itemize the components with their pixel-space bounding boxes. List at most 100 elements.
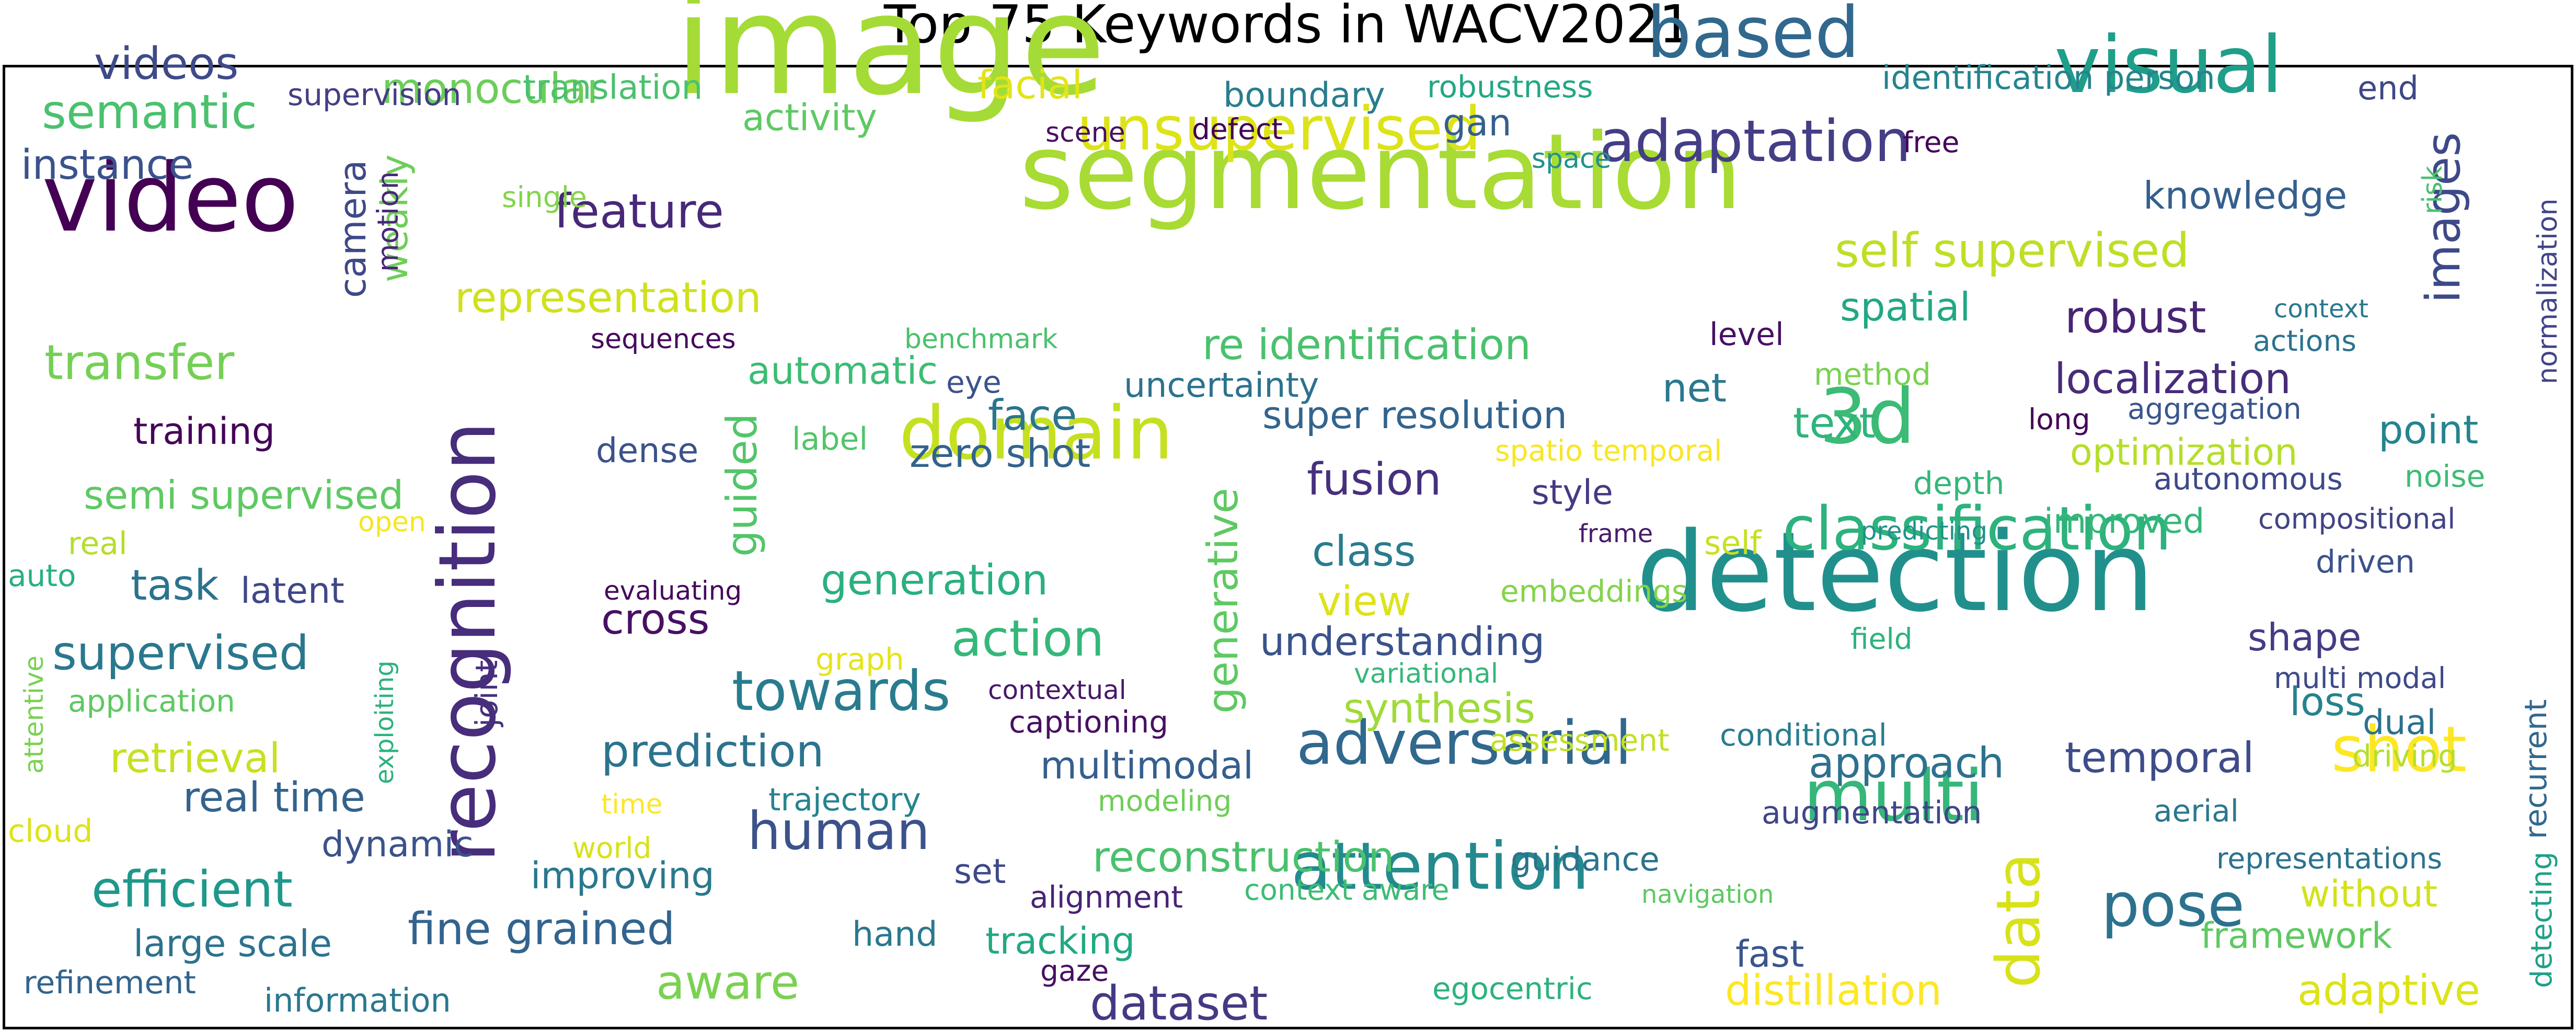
keyword-navigation: navigation bbox=[1641, 880, 1774, 909]
keyword-tracking: tracking bbox=[985, 920, 1135, 962]
keyword-videos: videos bbox=[94, 38, 239, 90]
keyword-without: without bbox=[2300, 873, 2438, 915]
keyword-risk: risk bbox=[2417, 165, 2448, 214]
keyword-pose: pose bbox=[2101, 870, 2245, 941]
keyword-trajectory: trajectory bbox=[768, 782, 921, 818]
keyword-3d: 3d bbox=[1819, 373, 1916, 461]
keyword-boundary: boundary bbox=[1223, 76, 1385, 115]
keyword-task: task bbox=[131, 561, 219, 610]
keyword-gaze: gaze bbox=[1040, 954, 1109, 988]
keyword-gan: gan bbox=[1443, 101, 1512, 144]
keyword-information: information bbox=[264, 981, 451, 1019]
keyword-activity: activity bbox=[742, 96, 878, 139]
keyword-modeling: modeling bbox=[1098, 784, 1232, 818]
keyword-improving: improving bbox=[531, 854, 715, 897]
keyword-fast: fast bbox=[1735, 933, 1804, 976]
keyword-instance: instance bbox=[21, 142, 194, 189]
keyword-detection: detection bbox=[1636, 508, 2155, 636]
keyword-assessment: assessment bbox=[1490, 723, 1670, 758]
keyword-aggregation: aggregation bbox=[2128, 392, 2302, 426]
keyword-images: images bbox=[2416, 132, 2471, 303]
keyword-label: label bbox=[792, 421, 868, 457]
keyword-real: real bbox=[68, 525, 128, 562]
keyword-hand: hand bbox=[852, 915, 938, 954]
keyword-human: human bbox=[748, 800, 930, 862]
keyword-data: data bbox=[1984, 852, 2054, 988]
keyword-recurrent: recurrent bbox=[2518, 699, 2554, 840]
keyword-temporal: temporal bbox=[2065, 733, 2255, 782]
keyword-dense: dense bbox=[596, 431, 699, 471]
keyword-method: method bbox=[1814, 357, 1931, 392]
keyword-supervision: supervision bbox=[288, 77, 462, 112]
keyword-adaptation: adaptation bbox=[1600, 108, 1911, 175]
keyword-synthesis: synthesis bbox=[1343, 685, 1536, 732]
keyword-distillation: distillation bbox=[1725, 966, 1942, 1015]
keyword-augmentation: augmentation bbox=[1762, 795, 1982, 831]
keyword-exploiting: exploiting bbox=[370, 660, 399, 784]
keyword-context-aware: context aware bbox=[1244, 873, 1450, 907]
keyword-point: point bbox=[2378, 407, 2479, 453]
keyword-dynamic: dynamic bbox=[321, 824, 474, 865]
keyword-open: open bbox=[358, 507, 426, 538]
keyword-joint: joint bbox=[469, 660, 504, 727]
keyword-noise: noise bbox=[2405, 458, 2486, 494]
keyword-representation: representation bbox=[455, 273, 762, 322]
keyword-refinement: refinement bbox=[24, 965, 196, 1001]
keyword-defect: defect bbox=[1192, 112, 1283, 146]
keyword-sequences: sequences bbox=[591, 324, 736, 355]
keyword-efficient: efficient bbox=[91, 861, 293, 919]
keyword-domain: domain bbox=[899, 391, 1174, 476]
keyword-fusion: fusion bbox=[1307, 454, 1442, 506]
keyword-recognition: recognition bbox=[422, 421, 513, 863]
keyword-robust: robust bbox=[2065, 292, 2206, 343]
keyword-classification: classification bbox=[1782, 494, 2171, 564]
keyword-benchmark: benchmark bbox=[904, 324, 1058, 355]
keyword-actions: actions bbox=[2253, 324, 2356, 358]
keyword-retrieval: retrieval bbox=[110, 735, 281, 782]
keyword-graph: graph bbox=[815, 641, 904, 677]
keyword-driven: driven bbox=[2316, 544, 2415, 580]
keyword-multimodal: multimodal bbox=[1040, 743, 1254, 787]
keyword-zero-shot: zero shot bbox=[910, 430, 1091, 476]
keyword-fine-grained: fine grained bbox=[408, 903, 675, 955]
keyword-improved: improved bbox=[2044, 502, 2205, 541]
keyword-unsupervised: unsupervised bbox=[1077, 94, 1481, 164]
keyword-embeddings: embeddings bbox=[1500, 574, 1688, 609]
keyword-video: video bbox=[42, 144, 299, 253]
keyword-monocular: monocular bbox=[382, 64, 604, 113]
keyword-towards: towards bbox=[732, 659, 951, 723]
keyword-free: free bbox=[1903, 125, 1960, 159]
keyword-image: image bbox=[674, 0, 1106, 126]
keyword-adversarial: adversarial bbox=[1296, 708, 1632, 778]
keyword-supervised: supervised bbox=[52, 626, 309, 681]
keyword-detecting: detecting bbox=[2525, 851, 2558, 988]
keyword-depth: depth bbox=[1913, 465, 2005, 502]
keyword-knowledge: knowledge bbox=[2143, 174, 2348, 217]
chart-title: Top 75 Keywords in WACV2021 bbox=[883, 0, 1693, 55]
keyword-view: view bbox=[1317, 578, 1411, 625]
keyword-end: end bbox=[2358, 69, 2419, 107]
keyword-training: training bbox=[133, 410, 275, 453]
keyword-multi: multi bbox=[1803, 755, 1984, 837]
keyword-self: self bbox=[1704, 524, 1762, 562]
keyword-feature: feature bbox=[554, 184, 724, 239]
keyword-attentive: attentive bbox=[19, 655, 49, 774]
keyword-scene: scene bbox=[1045, 117, 1125, 148]
keyword-transfer: transfer bbox=[44, 335, 235, 391]
keyword-camera: camera bbox=[331, 159, 374, 298]
keyword-dataset: dataset bbox=[1090, 976, 1268, 1031]
keyword-evaluating: evaluating bbox=[604, 576, 742, 606]
keyword-captioning: captioning bbox=[1009, 704, 1169, 740]
keyword-text: text bbox=[1793, 399, 1876, 448]
keyword-normalization: normalization bbox=[2532, 198, 2563, 384]
keyword-space: space bbox=[1532, 143, 1612, 175]
keyword-cloud: cloud bbox=[8, 813, 93, 850]
keyword-understanding: understanding bbox=[1260, 618, 1545, 664]
keyword-egocentric: egocentric bbox=[1432, 971, 1593, 1006]
keyword-style: style bbox=[1532, 473, 1613, 512]
keyword-face: face bbox=[988, 391, 1077, 440]
keyword-aerial: aerial bbox=[2154, 793, 2239, 829]
keyword-action: action bbox=[951, 610, 1105, 668]
keyword-compositional: compositional bbox=[2258, 502, 2456, 535]
